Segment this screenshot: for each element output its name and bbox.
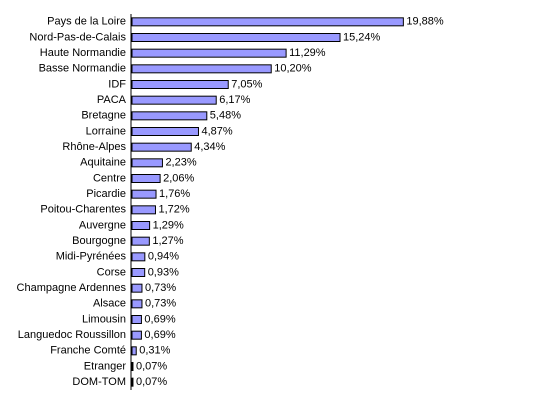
category-label: Aquitaine [80,157,126,169]
category-label: PACA [97,94,127,106]
bar [131,17,404,27]
category-label: Lorraine [86,125,126,137]
bar [131,299,143,309]
value-label: 1,76% [159,188,190,200]
category-label: Limousin [82,313,126,325]
bar [131,95,217,105]
value-label: 19,88% [406,16,444,28]
bar [131,315,142,324]
category-label: Picardie [86,188,126,200]
bar [131,377,134,387]
category-label: Haute Normandie [40,47,126,59]
category-label: Poitou-Charentes [40,204,126,216]
category-label: Auvergne [79,219,126,231]
value-label: 1,29% [153,219,184,231]
value-label: 4,34% [194,141,225,153]
value-label: 1,27% [152,235,183,247]
category-label: Bretagne [81,110,126,122]
bar [131,330,142,340]
category-label: Franche Comté [50,345,126,357]
bar [131,252,146,262]
value-label: 6,17% [219,94,250,106]
category-label: IDF [108,78,126,90]
bar [131,346,137,356]
bar [131,236,150,246]
value-label: 7,05% [231,78,262,90]
bar [131,189,157,199]
bar [131,142,192,152]
value-label: 0,93% [148,266,179,278]
category-label: Pays de la Loire [47,16,126,28]
category-label: Languedoc Roussillon [18,329,126,341]
bar [131,174,161,183]
category-label: Bourgogne [72,235,126,247]
value-label: 15,24% [343,31,381,43]
category-label: Nord-Pas-de-Calais [29,31,126,43]
bar [131,205,156,215]
value-label: 0,73% [145,298,176,310]
bar [131,33,341,42]
category-label: Midi-Pyrénées [56,251,127,263]
category-label: Alsace [93,298,126,310]
value-label: 0,69% [144,329,175,341]
value-label: 1,72% [158,204,189,216]
bar [131,158,163,168]
category-label: Rhône-Alpes [62,141,126,153]
value-label: 2,06% [163,172,194,184]
category-label: Centre [93,172,126,184]
value-label: 0,07% [136,376,167,388]
bar [131,127,199,136]
value-label: 4,87% [201,125,232,137]
value-label: 10,20% [274,63,312,75]
bar [131,64,272,74]
value-label: 0,31% [139,345,170,357]
category-label: DOM-TOM [72,376,126,388]
bar [131,111,208,121]
bar [131,268,146,277]
value-label: 11,29% [289,47,326,59]
value-label: 5,48% [210,110,241,122]
bar [131,283,143,293]
category-label: Etranger [84,360,127,372]
value-label: 0,94% [148,251,179,263]
bar [131,362,134,371]
bar [131,48,287,58]
category-label: Basse Normandie [39,63,126,75]
category-label: Champagne Ardennes [17,282,127,294]
bar [131,221,151,230]
bar [131,80,229,89]
value-label: 0,07% [136,360,167,372]
category-label: Corse [97,266,126,278]
value-label: 0,73% [145,282,176,294]
value-label: 0,69% [144,313,175,325]
value-label: 2,23% [165,157,196,169]
